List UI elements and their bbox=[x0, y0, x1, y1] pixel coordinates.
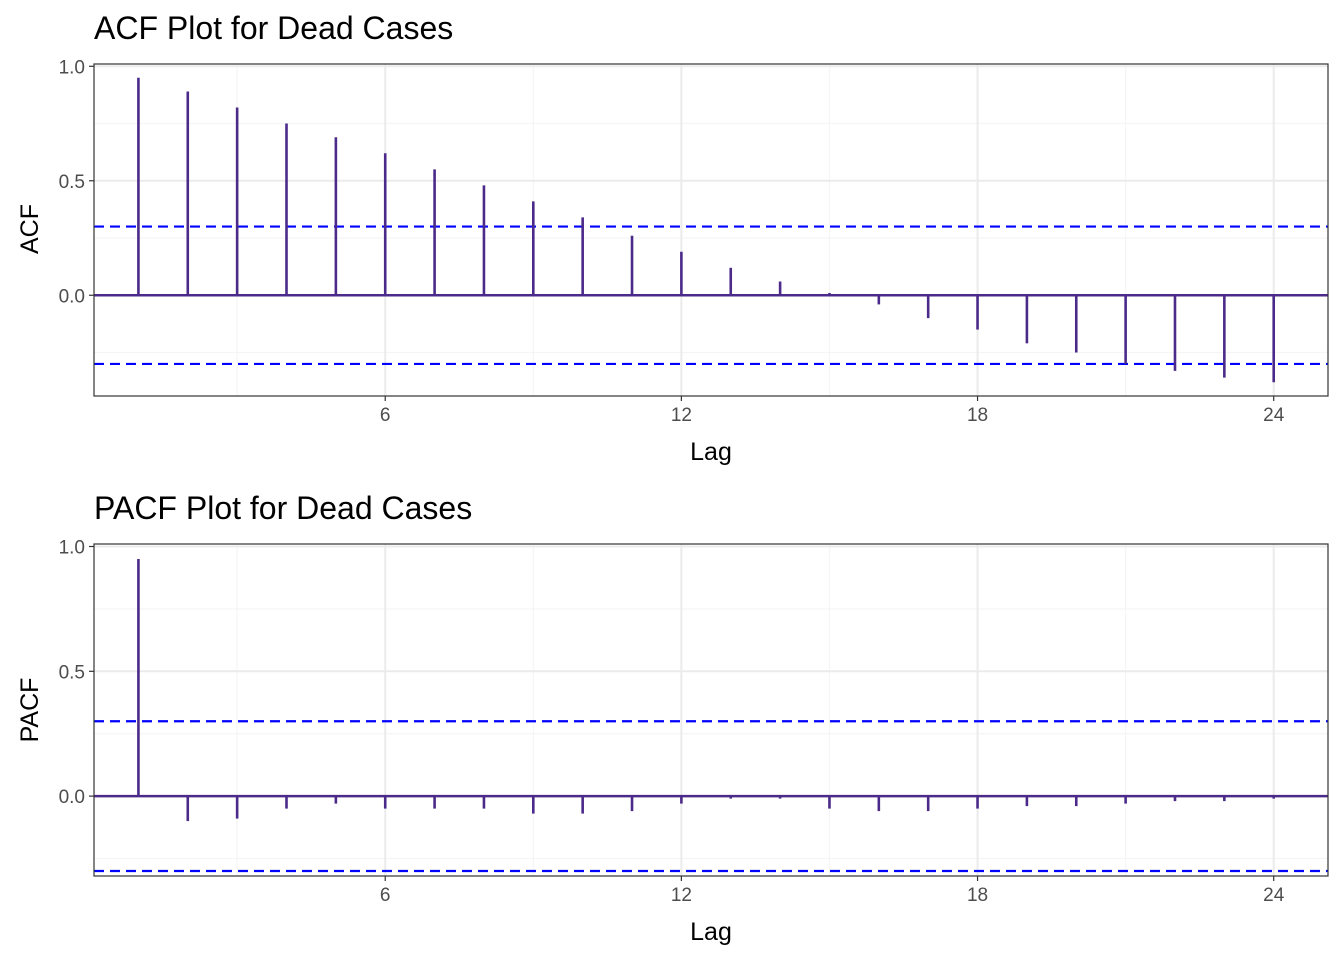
acf-panel-border bbox=[93, 63, 1329, 397]
pacf-plot-area: 6 12 18 24 0.0 0.5 1.0 bbox=[59, 537, 1329, 906]
acf-y-tick-label: 0.0 bbox=[59, 286, 85, 307]
acf-y-tick-label: 1.0 bbox=[59, 57, 85, 78]
pacf-x-tick-label: 6 bbox=[380, 885, 391, 906]
acf-y-axis-title: ACF bbox=[16, 204, 44, 254]
pacf-y-axis-title: PACF bbox=[16, 678, 44, 743]
acf-x-tick-label: 12 bbox=[671, 405, 692, 426]
pacf-title: PACF Plot for Dead Cases bbox=[94, 490, 472, 526]
pacf-x-axis-title: Lag bbox=[690, 918, 732, 946]
acf-x-tick-label: 24 bbox=[1263, 405, 1285, 426]
acf-x-tick-label: 6 bbox=[380, 405, 391, 426]
acf-title: ACF Plot for Dead Cases bbox=[94, 10, 453, 46]
pacf-y-tick-label: 0.5 bbox=[59, 662, 85, 683]
pacf-x-tick-label: 18 bbox=[967, 885, 988, 906]
pacf-x-tick-label: 24 bbox=[1263, 885, 1285, 906]
pacf-y-tick-label: 0.0 bbox=[59, 787, 85, 808]
acf-x-tick-label: 18 bbox=[967, 405, 988, 426]
acf-y-tick-label: 0.5 bbox=[59, 172, 85, 193]
pacf-y-tick-label: 1.0 bbox=[59, 537, 85, 558]
pacf-panel: PACF Plot for Dead Cases 6 12 18 24 0.0 0.5 1.… bbox=[16, 490, 1329, 946]
acf-panel: ACF Plot for Dead Cases 6 12 18 24 0.0 0.5 1.0… bbox=[16, 10, 1329, 466]
acf-plot-area: 6 12 18 24 0.0 0.5 1.0 bbox=[59, 57, 1329, 426]
pacf-panel-border bbox=[93, 543, 1329, 877]
pacf-x-tick-label: 12 bbox=[671, 885, 692, 906]
acf-x-axis-title: Lag bbox=[690, 438, 732, 466]
